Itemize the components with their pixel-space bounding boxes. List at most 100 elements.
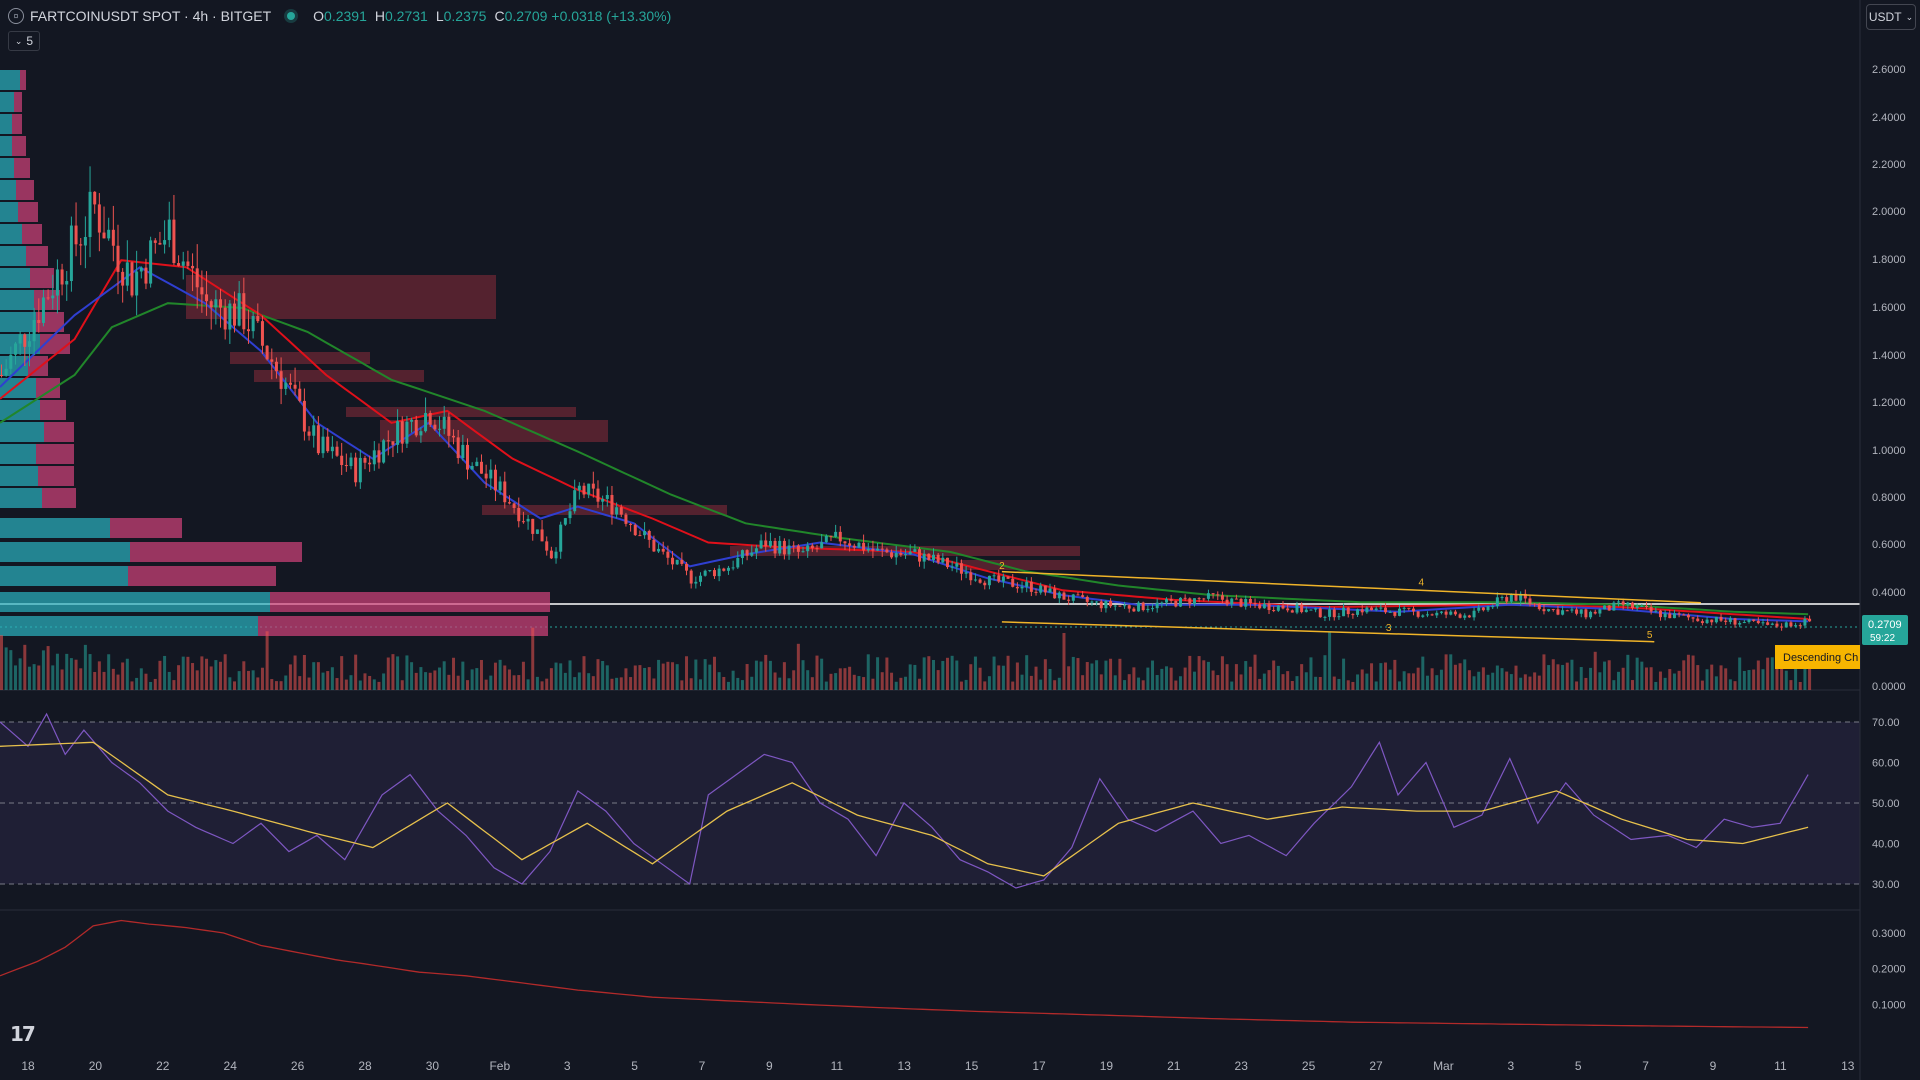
volume-bar <box>1551 659 1555 690</box>
market-status-icon <box>287 12 296 20</box>
candle-body <box>1593 611 1597 614</box>
candle-body <box>601 498 605 502</box>
volume-bar <box>778 677 782 690</box>
candle-body <box>1085 596 1089 602</box>
volume-bar <box>1528 676 1532 690</box>
candle-body <box>1178 597 1182 607</box>
candle-body <box>1234 598 1238 600</box>
volume-bar <box>121 662 125 690</box>
candle-body <box>1290 610 1294 613</box>
volume-bar <box>521 661 525 690</box>
volume-bar <box>1192 671 1196 690</box>
volume-bar <box>1439 669 1443 690</box>
profile-bar-down <box>14 92 22 112</box>
candle-body <box>1561 610 1565 615</box>
price-marker <box>1862 615 1908 645</box>
candle-body <box>936 554 940 563</box>
time-tick-label: 7 <box>699 1059 706 1073</box>
supply-zone <box>346 407 576 417</box>
currency-select[interactable]: USDT ⌄ <box>1866 4 1916 30</box>
volume-bar <box>629 677 633 690</box>
candle-body <box>535 529 539 534</box>
candle-body <box>680 559 684 564</box>
volume-bar <box>466 680 469 690</box>
candle-body <box>1631 602 1634 609</box>
candle-body <box>1523 593 1527 599</box>
time-tick-label: 3 <box>564 1059 571 1073</box>
volume-bar <box>1053 680 1057 690</box>
candle-body <box>1537 603 1541 610</box>
candle-body <box>177 263 181 266</box>
candle-body <box>615 507 619 515</box>
indicators-collapse-button[interactable]: ⌄ 5 <box>8 31 40 51</box>
volume-bar <box>913 664 917 690</box>
volume-bar <box>1728 679 1732 690</box>
volume-bar <box>88 654 92 690</box>
volume-bar <box>1453 664 1457 690</box>
candle-body <box>83 237 87 246</box>
candle-body <box>1356 609 1360 615</box>
candle-body <box>507 502 511 504</box>
profile-bar-down <box>12 114 22 134</box>
wave-label: 4 <box>1419 578 1425 589</box>
volume-bar <box>1663 677 1667 690</box>
price-tick-label: 1.2000 <box>1872 397 1906 409</box>
candle-body <box>498 481 502 491</box>
candle-body <box>1705 619 1709 624</box>
candle-body <box>4 368 8 376</box>
volume-bar <box>354 654 358 690</box>
symbol-title[interactable]: FARTCOINUSDT SPOT · 4h · BITGET <box>30 8 272 24</box>
candle-body <box>1197 598 1201 600</box>
candle-body <box>88 191 92 238</box>
candle-body <box>1248 598 1252 604</box>
candle-body <box>750 552 754 556</box>
candle-body <box>885 549 889 553</box>
volume-bar <box>517 675 521 690</box>
candle-body <box>1575 609 1579 614</box>
volume-bar <box>1677 670 1681 690</box>
candle-body <box>419 431 423 436</box>
volume-bar <box>1206 661 1210 690</box>
candle-body <box>284 382 288 389</box>
candle-body <box>559 524 563 552</box>
candle-body <box>1202 598 1206 600</box>
volume-bar <box>1589 667 1593 690</box>
candle-body <box>1449 611 1453 615</box>
candle-body <box>1808 618 1812 622</box>
volume-bar <box>1565 662 1569 690</box>
volume-bar <box>60 669 64 690</box>
candle-body <box>1514 594 1518 601</box>
profile-bar-up <box>0 592 270 612</box>
candle-body <box>633 524 637 536</box>
volume-bar <box>801 660 805 690</box>
profile-bar-down <box>44 422 74 442</box>
volume-bar <box>685 656 689 690</box>
volume-bar <box>1724 668 1728 690</box>
tradingview-logo-icon[interactable]: 17 <box>10 1022 36 1046</box>
candle-body <box>1006 576 1010 579</box>
volume-bar <box>1798 681 1802 690</box>
candle-body <box>228 303 232 330</box>
volume-bar <box>1425 675 1429 690</box>
volume-bar <box>1001 665 1005 690</box>
volume-bar <box>1169 667 1173 690</box>
volume-bar <box>32 664 36 690</box>
volume-bar <box>1090 663 1094 690</box>
volume-bar <box>1127 674 1131 690</box>
candle-body <box>1309 609 1313 611</box>
candle-body <box>1146 608 1150 611</box>
candle-body <box>1393 611 1397 616</box>
volume-bar <box>582 656 586 690</box>
candle-body <box>610 495 614 515</box>
volume-bar <box>936 670 940 690</box>
volume-bar <box>1658 671 1662 690</box>
candle-body <box>1351 614 1355 616</box>
volume-bar <box>1099 674 1103 690</box>
candle-body <box>135 271 139 296</box>
candle-body <box>1099 601 1103 609</box>
candle-body <box>396 421 400 445</box>
profile-bar-down <box>38 466 74 486</box>
volume-bar <box>657 659 661 690</box>
descending-channel[interactable]: 2 4 3 5 <box>999 561 1701 643</box>
